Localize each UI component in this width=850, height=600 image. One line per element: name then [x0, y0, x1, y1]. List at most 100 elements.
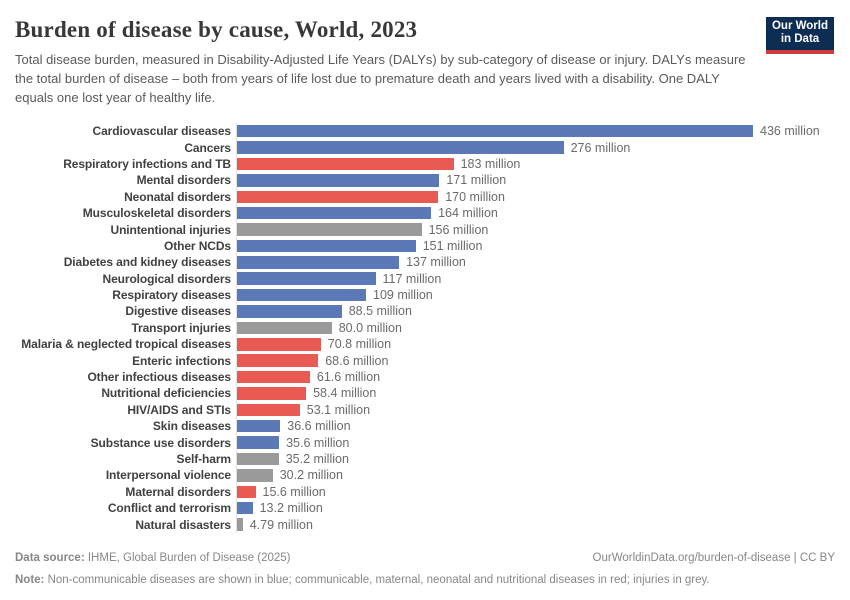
- category-label: Diabetes and kidney diseases: [63, 255, 231, 270]
- value-label: 61.6 million: [316, 370, 381, 385]
- category-label-box: Cardiovascular diseases: [15, 124, 237, 138]
- bar[interactable]: [237, 436, 280, 449]
- bar-row: Cancers 276 million: [15, 139, 850, 155]
- value-label: 58.4 million: [313, 386, 377, 401]
- owid-logo-text: Our World in Data: [766, 17, 834, 50]
- category-label: Mental disorders: [136, 173, 232, 188]
- bar-row: Respiratory diseases 109 million: [15, 287, 850, 303]
- bar[interactable]: [237, 387, 307, 400]
- bar[interactable]: [237, 321, 332, 335]
- value-label: 70.8 million: [327, 337, 392, 352]
- category-label-box: Neurological disorders: [15, 272, 237, 286]
- owid-logo-accent-bar: [766, 50, 834, 54]
- bar-row: HIV/AIDS and STIs 53.1 million: [15, 402, 850, 418]
- bar-row: Conflict and terrorism 13.2 million: [15, 500, 850, 516]
- bar-row: Respiratory infections and TB 183 million: [15, 156, 850, 172]
- category-label-box: Maternal disorders: [15, 485, 237, 499]
- bar[interactable]: [237, 288, 366, 302]
- bar-row: Unintentional injuries 156 million: [15, 221, 850, 237]
- bar[interactable]: [237, 206, 432, 220]
- category-label-box: Enteric infections: [15, 354, 237, 368]
- value-label: 170 million: [445, 189, 505, 204]
- category-label: Respiratory infections and TB: [63, 156, 231, 171]
- category-label-box: Conflict and terrorism: [15, 501, 237, 515]
- bar-row: Skin diseases 36.6 million: [15, 418, 850, 434]
- bar[interactable]: [237, 223, 422, 236]
- page-title: Burden of disease by cause, World, 2023: [15, 17, 418, 42]
- bar-row: Transport injuries 80.0 million: [15, 320, 850, 336]
- category-label: Maternal disorders: [125, 484, 231, 499]
- category-label-box: Diabetes and kidney diseases: [15, 255, 237, 269]
- credit-link[interactable]: OurWorldinData.org/burden-of-disease | C…: [592, 551, 835, 564]
- bar-row: Other NCDs 151 million: [15, 238, 850, 254]
- bar-row: Nutritional deficiencies 58.4 million: [15, 385, 850, 401]
- bar[interactable]: [237, 174, 440, 187]
- bar-row: Maternal disorders 15.6 million: [15, 484, 850, 500]
- footer-source-row: Data source: IHME, Global Burden of Dise…: [15, 551, 835, 565]
- bar-row: Neurological disorders 117 million: [15, 271, 850, 287]
- value-label: 53.1 million: [306, 402, 371, 417]
- bar[interactable]: [237, 124, 753, 138]
- category-label: Natural disasters: [135, 517, 231, 532]
- value-label: 151 million: [422, 238, 483, 253]
- owid-logo[interactable]: Our World in Data: [766, 17, 834, 54]
- bar[interactable]: [237, 141, 564, 154]
- category-label-box: Other infectious diseases: [15, 370, 237, 384]
- value-label: 13.2 million: [259, 501, 323, 516]
- data-source-text: IHME, Global Burden of Disease (2025): [84, 551, 291, 564]
- bar[interactable]: [237, 452, 279, 466]
- value-label: 137 million: [406, 255, 466, 270]
- bar[interactable]: [237, 469, 273, 482]
- category-label-box: Nutritional deficiencies: [15, 386, 237, 400]
- category-label-box: Digestive diseases: [15, 304, 237, 318]
- category-label: Cancers: [184, 140, 231, 155]
- bar[interactable]: [237, 272, 376, 285]
- value-label: 156 million: [428, 222, 489, 237]
- bar-row: Substance use disorders 35.6 million: [15, 434, 850, 450]
- category-label: Self-harm: [176, 452, 232, 466]
- value-label: 35.6 million: [286, 435, 350, 450]
- bar[interactable]: [237, 305, 342, 318]
- value-label: 88.5 million: [348, 304, 412, 319]
- bar[interactable]: [237, 403, 300, 417]
- note-text: Non-communicable diseases are shown in b…: [44, 573, 710, 586]
- bar[interactable]: [237, 518, 243, 531]
- bar-row: Mental disorders 171 million: [15, 172, 850, 188]
- category-label: Neurological disorders: [102, 271, 232, 286]
- bar[interactable]: [237, 256, 400, 269]
- category-label: Respiratory diseases: [112, 288, 231, 303]
- bar[interactable]: [237, 338, 321, 351]
- category-label-box: Respiratory infections and TB: [15, 157, 237, 171]
- category-label-box: Self-harm: [15, 452, 237, 466]
- bar[interactable]: [237, 157, 454, 171]
- category-label: Cardiovascular diseases: [92, 124, 232, 139]
- bar-row: Musculoskeletal disorders 164 million: [15, 205, 850, 221]
- category-label-box: Mental disorders: [15, 173, 237, 187]
- category-label-box: Skin diseases: [15, 419, 237, 433]
- category-label: Enteric infections: [132, 353, 231, 368]
- category-label-box: Natural disasters: [15, 518, 237, 532]
- category-label: Digestive diseases: [125, 304, 231, 319]
- category-label: Interpersonal violence: [105, 468, 231, 483]
- bar[interactable]: [237, 485, 256, 499]
- bar-row: Diabetes and kidney diseases 137 million: [15, 254, 850, 270]
- bar[interactable]: [237, 354, 319, 367]
- category-label: Musculoskeletal disorders: [82, 206, 231, 221]
- bar[interactable]: [237, 190, 439, 203]
- bar[interactable]: [237, 239, 416, 253]
- value-label: 436 million: [760, 124, 820, 139]
- category-label-box: HIV/AIDS and STIs: [15, 403, 237, 417]
- category-label: Malaria & neglected tropical diseases: [21, 337, 231, 352]
- value-label: 109 million: [373, 288, 433, 303]
- category-label: Neonatal disorders: [124, 189, 231, 204]
- chart-footer: Data source: IHME, Global Burden of Dise…: [15, 551, 835, 587]
- value-label: 80.0 million: [338, 320, 402, 335]
- value-label: 276 million: [570, 140, 631, 155]
- category-label: Skin diseases: [152, 419, 231, 434]
- value-label: 4.79 million: [249, 517, 313, 532]
- category-label-box: Malaria & neglected tropical diseases: [15, 337, 237, 351]
- bar[interactable]: [237, 419, 281, 433]
- bar[interactable]: [237, 370, 310, 384]
- note-label: Note:: [15, 573, 45, 586]
- bar[interactable]: [237, 501, 253, 515]
